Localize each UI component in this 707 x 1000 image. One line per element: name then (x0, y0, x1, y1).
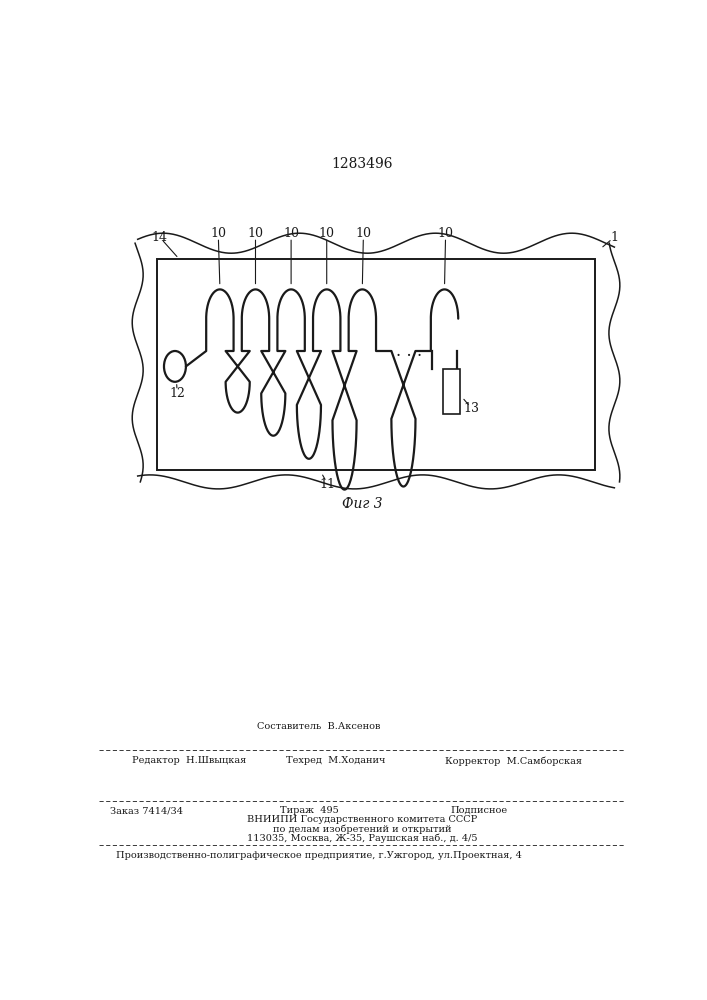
Text: Редактор  Н.Швыцкая: Редактор Н.Швыцкая (132, 756, 247, 765)
Text: 10: 10 (356, 227, 371, 240)
Text: 14: 14 (151, 231, 168, 244)
Text: 113035, Москва, Ж-35, Раушская наб., д. 4/5: 113035, Москва, Ж-35, Раушская наб., д. … (247, 834, 478, 843)
Text: Составитель  В.Аксенов: Составитель В.Аксенов (257, 722, 380, 731)
Text: Тираж  495: Тираж 495 (280, 806, 339, 815)
Text: Корректор  М.Самборская: Корректор М.Самборская (445, 756, 582, 766)
Text: Подписное: Подписное (450, 806, 507, 815)
Text: Заказ 7414/34: Заказ 7414/34 (110, 806, 183, 815)
Text: 12: 12 (169, 387, 185, 400)
Text: 10: 10 (438, 227, 454, 240)
Text: Производственно-полиграфическое предприятие, г.Ужгород, ул.Проектная, 4: Производственно-полиграфическое предприя… (116, 852, 522, 860)
Text: 11: 11 (320, 478, 336, 491)
Text: 13: 13 (464, 402, 480, 415)
Text: 10: 10 (283, 227, 299, 240)
Text: 1: 1 (610, 231, 619, 244)
Bar (443, 369, 460, 414)
Bar (157, 259, 595, 470)
Text: 1283496: 1283496 (332, 157, 393, 171)
Text: · · ·: · · · (396, 348, 422, 365)
Text: 10: 10 (247, 227, 264, 240)
Text: по делам изобретений и открытий: по делам изобретений и открытий (273, 825, 452, 834)
Text: Фиг 3: Фиг 3 (342, 497, 382, 511)
Text: 10: 10 (210, 227, 226, 240)
Text: ВНИИПИ Государственного комитета СССР: ВНИИПИ Государственного комитета СССР (247, 815, 477, 824)
Text: Техред  М.Ходанич: Техред М.Ходанич (286, 756, 385, 765)
Text: 10: 10 (319, 227, 334, 240)
